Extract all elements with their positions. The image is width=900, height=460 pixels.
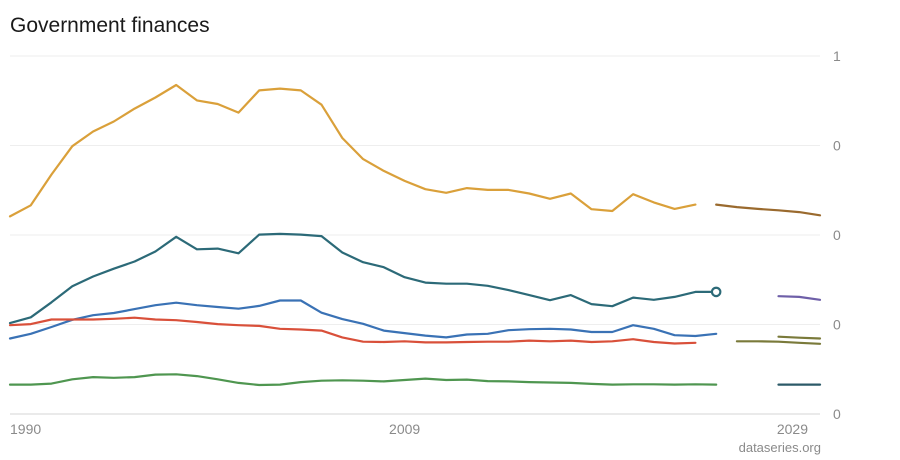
- series-line-5: [8, 373, 718, 387]
- series-line-3: [8, 299, 718, 340]
- projection-line-3: [777, 335, 822, 340]
- gridlines: [10, 55, 820, 415]
- endpoint-marker: [710, 286, 722, 298]
- series-line-1: [8, 83, 697, 218]
- y-tick-label: 0: [833, 406, 841, 422]
- series-line-4: [8, 316, 697, 345]
- y-tick-label: 0: [833, 317, 841, 333]
- chart-title: Government finances: [10, 14, 210, 37]
- y-axis: 0 0 0 0 1: [833, 48, 841, 422]
- series-line-2: [8, 232, 718, 325]
- x-tick-label: 2029: [777, 421, 808, 437]
- y-tick-label: 0: [833, 227, 841, 243]
- x-axis: 1990 2009 2029: [10, 421, 808, 437]
- x-tick-label: 1990: [10, 421, 41, 437]
- source-credit: dataseries.org: [738, 440, 821, 455]
- series-lines: [8, 83, 822, 387]
- x-tick-label: 2009: [389, 421, 420, 437]
- y-tick-label: 1: [833, 48, 841, 64]
- y-tick-label: 0: [833, 138, 841, 154]
- projection-line-1: [715, 203, 822, 217]
- projection-line-2: [777, 295, 822, 301]
- projection-line-4: [735, 340, 822, 345]
